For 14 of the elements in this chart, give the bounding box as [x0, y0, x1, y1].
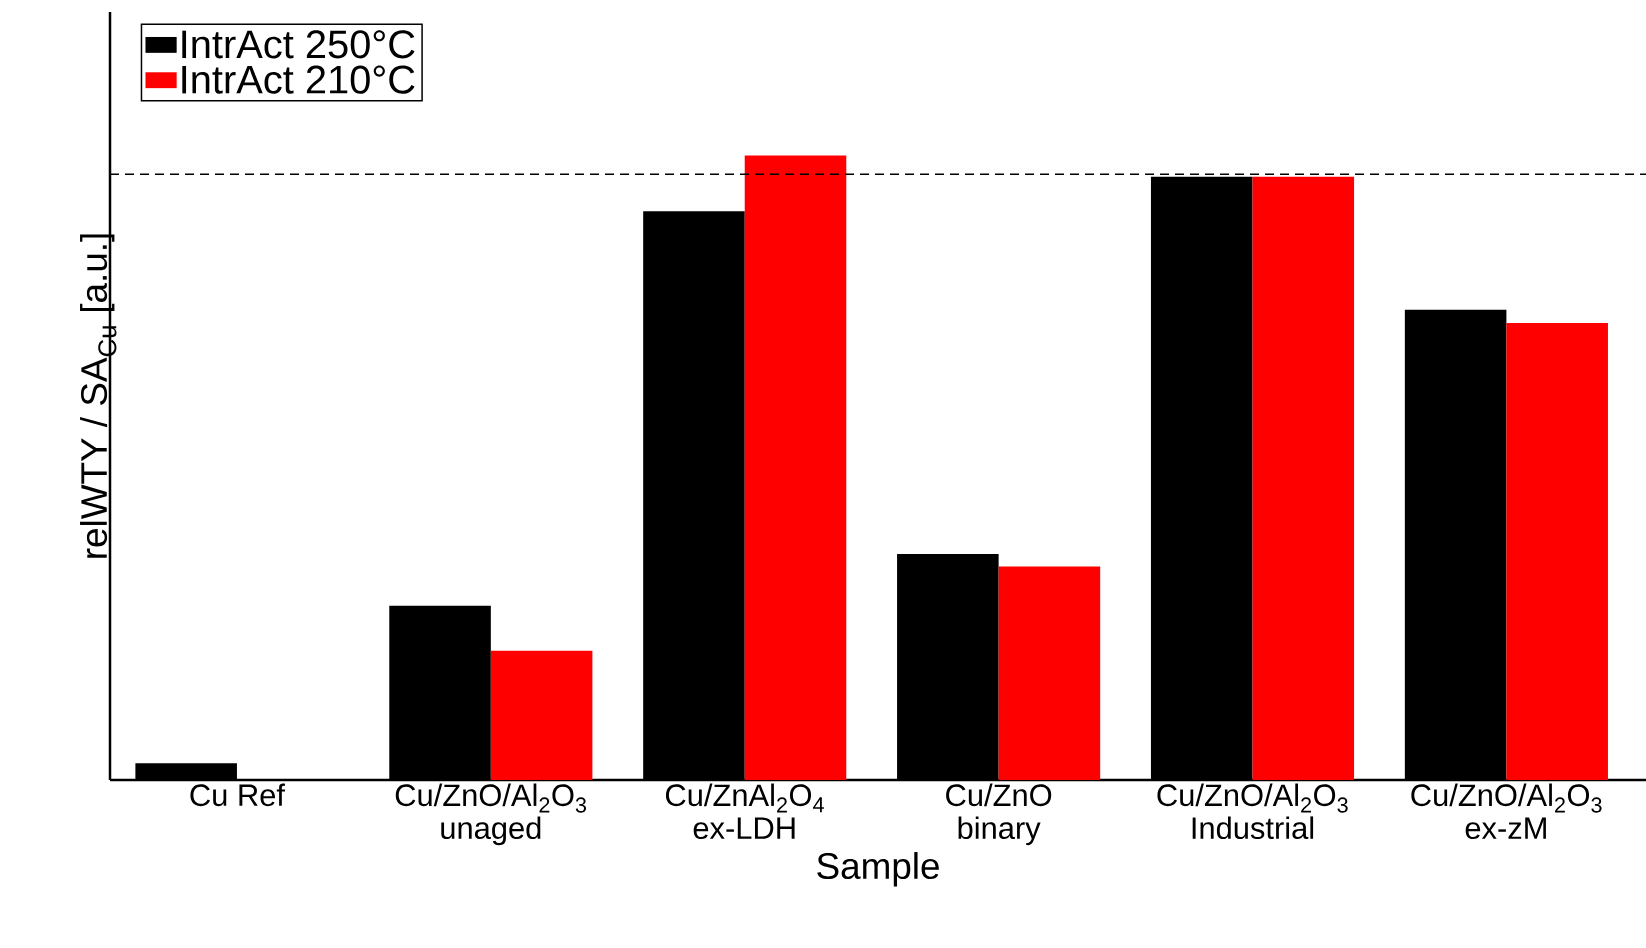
category-label: Cu/ZnO/Al$_{2}$O$_{3}$ ex-zM [1411, 783, 1602, 840]
legend-label: IntrAct 250°C [182, 30, 415, 59]
bar [998, 566, 1101, 780]
x-tick-label: Cu/ZnO/Al$_{2}$O$_{3}$ Industrial [1157, 783, 1348, 840]
bar [1252, 176, 1355, 780]
bar [744, 155, 847, 780]
bar [490, 650, 593, 780]
legend-label: IntrAct 210°C [182, 65, 415, 94]
x-axis-title: Sample [817, 852, 939, 887]
x-tick-label: Cu Ref [190, 783, 286, 807]
x-tick-label: Cu/ZnO binary [946, 783, 1052, 846]
category-label: Cu/ZnO/Al$_{2}$O$_{3}$ unaged [395, 783, 587, 846]
bar [1506, 322, 1608, 780]
x-tick-label: Cu/ZnAl$_{2}$O$_{4}$ ex-LDH [665, 783, 824, 840]
